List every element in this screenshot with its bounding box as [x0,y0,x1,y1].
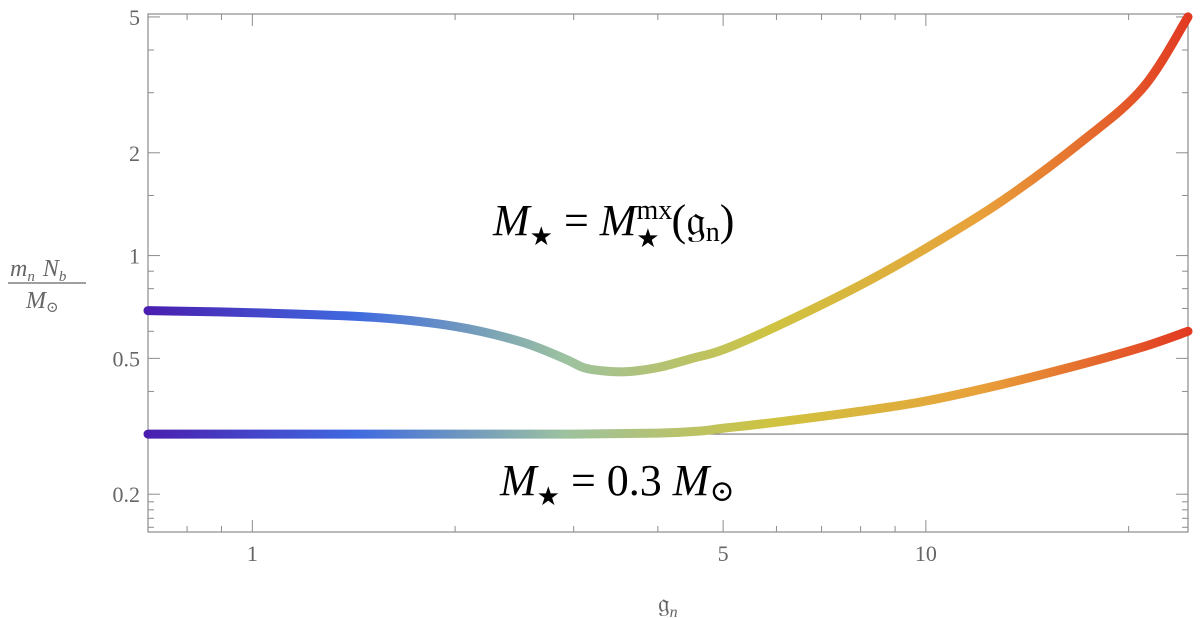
y-label-m: m [10,256,27,282]
y-axis-label: mn Nb M⊙ [8,256,86,316]
x-tick-label: 10 [915,541,937,566]
y-label-msun-sub: ⊙ [46,300,59,316]
y-label-n-sub: b [59,269,67,285]
minor-ticks [147,14,1188,532]
x-tick-label: 1 [247,541,258,566]
y-tick-label: 0.5 [113,346,141,371]
annot-upper-sup: mx [636,195,672,226]
annot-upper-star2: ★ [636,224,659,253]
annot-upper-eq: = [553,196,600,245]
annot-upper-gsub: n [706,217,720,248]
annot-upper-open: ( [672,196,687,245]
series-lower-curve [143,326,1193,439]
x-axis-label-main: 𝔤 [658,589,670,618]
annot-lower-star: ★ [537,482,560,511]
series-upper-curve [143,12,1193,377]
y-tick-labels: 0.2 0.5 1 2 5 [113,5,141,507]
annot-lower-eq: = 0.3 [560,456,673,505]
annot-lower-sun: ⊙ [709,475,734,508]
y-label-n: N [42,256,61,282]
y-tick-label: 1 [129,244,140,269]
annotation-lower: M★ = 0.3 M⊙ [499,456,735,511]
y-axis-label-numerator: mn Nb [10,256,67,285]
annot-upper-m2: M [599,196,639,245]
annotation-upper: M★ = Mmx ★ (𝔤n) [492,195,734,253]
x-axis-label: 𝔤n [658,589,678,618]
y-axis-label-denominator: M⊙ [25,288,59,316]
annot-upper-close: ) [720,196,735,245]
y-tick-label: 2 [129,141,140,166]
y-label-m-sub: n [27,269,35,285]
y-tick-label: 0.2 [113,482,141,507]
y-tick-label: 5 [129,5,140,30]
annot-upper-m: M [492,196,532,245]
x-tick-labels: 1 5 10 [247,541,937,566]
major-ticks [148,14,1188,532]
annot-lower-m: M [499,456,539,505]
annot-upper-g: 𝔤 [686,196,706,245]
annot-lower-m2: M [672,456,712,505]
annot-upper-star: ★ [530,222,553,251]
x-axis-label-sub: n [670,604,678,618]
y-label-msun: M [25,288,48,314]
x-tick-label: 5 [718,541,729,566]
plot-frame [147,13,1189,533]
